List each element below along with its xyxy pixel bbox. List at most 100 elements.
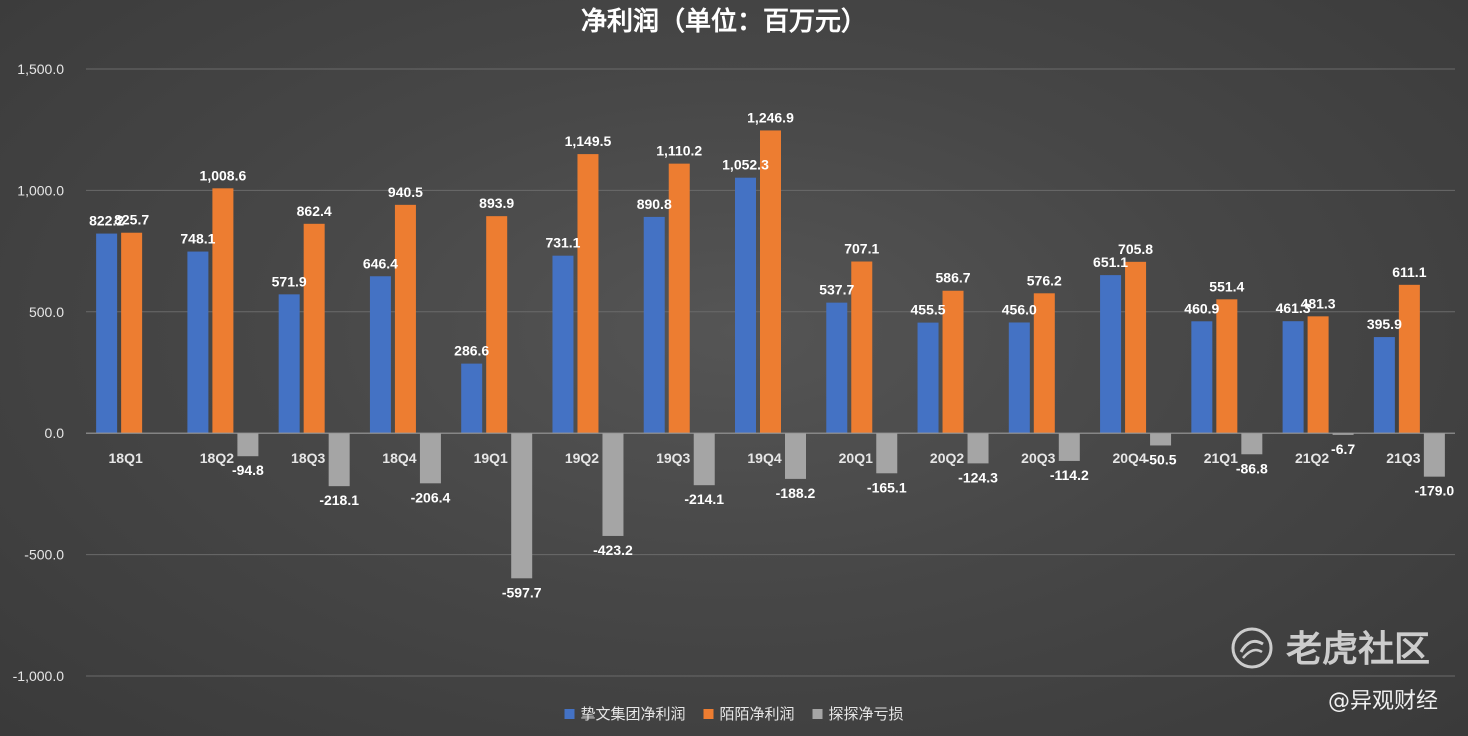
category-label: 19Q1: [474, 450, 508, 466]
data-label: 651.1: [1093, 254, 1128, 270]
legend: 挚文集团净利润 陌陌净利润 探探净亏损: [564, 705, 904, 723]
bar: [1191, 321, 1213, 434]
y-tick-label: 1,000.0: [17, 182, 64, 198]
data-label: 705.8: [1118, 241, 1153, 257]
bar: [96, 233, 118, 434]
legend-swatch: [564, 709, 575, 719]
bar: [1100, 275, 1122, 434]
bar: [552, 255, 574, 434]
legend-label: 陌陌净利润: [720, 705, 795, 723]
bar: [785, 433, 806, 479]
bar: [1332, 433, 1354, 435]
category-label: 18Q1: [109, 450, 143, 466]
bar: [1423, 433, 1445, 477]
bar: [735, 177, 756, 434]
bar: [1282, 321, 1304, 434]
tiger-community-logo-icon: [1231, 627, 1273, 669]
category-label: 20Q4: [1112, 450, 1146, 466]
category-label: 20Q2: [930, 450, 964, 466]
y-axis-ticks: 1,500.0 1,000.0 500.0 0.0 -500.0 -1,000.0: [13, 61, 65, 684]
data-label: -214.1: [684, 491, 724, 507]
data-label: 571.9: [272, 273, 307, 289]
bar: [1373, 337, 1395, 434]
data-label: -86.8: [1236, 460, 1268, 476]
data-label: 551.4: [1209, 278, 1244, 294]
data-label: 461.3: [1276, 300, 1311, 316]
legend-label: 挚文集团净利润: [581, 705, 686, 723]
category-label: 18Q2: [200, 450, 234, 466]
bar: [187, 251, 209, 434]
data-label: 707.1: [844, 241, 879, 257]
data-label: -165.1: [867, 479, 907, 495]
data-label: 1,149.5: [565, 133, 612, 149]
data-label: 586.7: [936, 270, 971, 286]
data-label: 455.5: [911, 302, 946, 318]
bar: [369, 276, 391, 434]
bar: [237, 433, 259, 457]
legend-swatch: [812, 709, 823, 719]
bar: [278, 294, 300, 434]
data-label: 862.4: [297, 203, 332, 219]
category-label: 21Q3: [1386, 450, 1420, 466]
data-label: -6.7: [1331, 441, 1355, 457]
data-label: 460.9: [1184, 300, 1219, 316]
bar: [419, 433, 441, 484]
data-label: 940.5: [388, 184, 423, 200]
data-label: -423.2: [593, 542, 633, 558]
data-label: 893.9: [479, 195, 514, 211]
bar: [303, 223, 325, 434]
category-label: 18Q3: [291, 450, 325, 466]
data-label: -597.7: [502, 584, 542, 600]
bar: [511, 433, 533, 579]
bar: [917, 322, 939, 434]
category-label: 21Q1: [1204, 450, 1238, 466]
data-label: -188.2: [776, 485, 816, 501]
data-label: 456.0: [1002, 301, 1037, 317]
data-label: 1,110.2: [656, 143, 702, 159]
data-label: -206.4: [411, 489, 451, 505]
data-label: 286.6: [454, 343, 489, 359]
bar: [668, 163, 690, 434]
bar: [328, 433, 350, 487]
data-label: -179.0: [1415, 483, 1455, 499]
y-tick-label: 1,500.0: [17, 61, 64, 77]
data-label: 1,052.3: [722, 157, 769, 173]
data-label: -94.8: [232, 462, 264, 478]
category-label: 19Q4: [747, 450, 781, 466]
watermark: 老虎社区 @异观财经: [1231, 627, 1438, 714]
data-label: 611.1: [1392, 264, 1426, 280]
legend-label: 探探净亏损: [829, 705, 904, 723]
bar: [212, 188, 234, 434]
bar: [826, 302, 848, 434]
bar: [1398, 284, 1420, 434]
bar: [967, 433, 989, 464]
bar: [851, 261, 873, 434]
bar: [1058, 433, 1080, 461]
bar: [693, 433, 715, 486]
data-label: 1,246.9: [747, 109, 794, 125]
bar: [1033, 293, 1055, 434]
y-tick-label: -500.0: [24, 547, 64, 563]
data-label: 395.9: [1367, 316, 1402, 332]
data-label: 748.1: [180, 231, 215, 247]
category-label: 20Q1: [839, 450, 873, 466]
bar: [942, 290, 964, 434]
y-tick-label: 0.0: [45, 425, 65, 441]
bar: [876, 433, 898, 474]
category-label: 18Q4: [382, 450, 416, 466]
y-tick-label: 500.0: [29, 304, 64, 320]
bar: [1216, 299, 1238, 434]
data-label: -124.3: [958, 469, 998, 485]
data-label: 646.4: [363, 255, 398, 271]
data-label: 481.3: [1301, 295, 1336, 311]
bar: [1150, 433, 1172, 446]
data-label: 537.7: [819, 282, 854, 298]
category-label: 21Q2: [1295, 450, 1329, 466]
category-label: 19Q2: [565, 450, 599, 466]
bar: [1307, 316, 1329, 434]
legend-swatch: [703, 709, 714, 719]
bar: [1241, 433, 1263, 455]
bar: [1125, 261, 1147, 434]
